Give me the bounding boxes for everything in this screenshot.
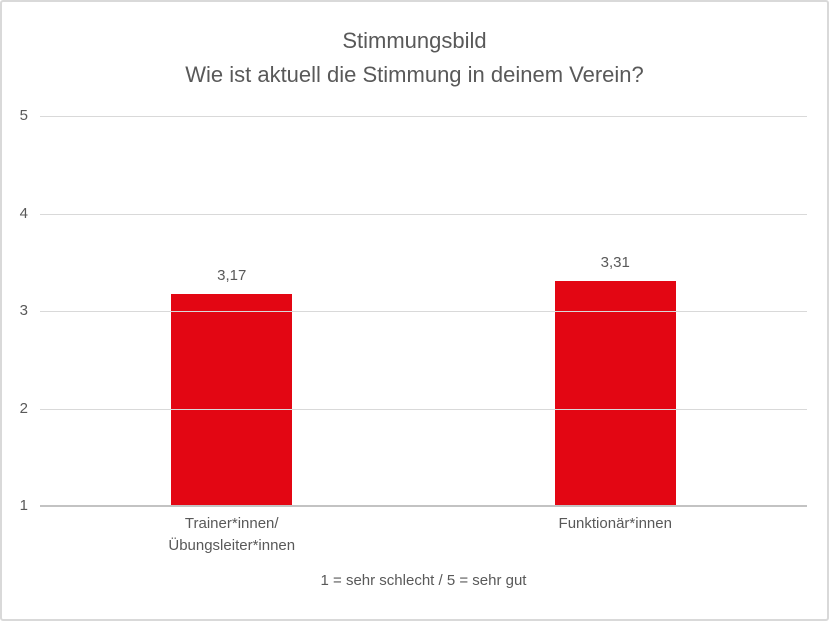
gridline-y-4 [40, 213, 807, 215]
category-label-trainer-uebungsleiter: Trainer*innen/ Übungsleiter*innen [168, 515, 296, 554]
y-tick-label-3: 3 [19, 302, 28, 319]
y-tick-label-4: 4 [19, 204, 28, 222]
gridline-y-1 [40, 505, 807, 507]
gridline-y-3 [40, 311, 807, 312]
scale-footnote: 1 = sehr schlecht / 5 = sehr gut [320, 572, 527, 589]
chart-title: Stimmungsbild Wie ist aktuell die Stimmu… [185, 28, 644, 87]
gridline-y-2 [40, 408, 807, 410]
y-tick-label-1: 1 [19, 497, 28, 514]
bar-value-label-trainer: 3,17 [217, 267, 247, 285]
x-axis-labels: Trainer*innen/ Übungsleiter*innen Funkti… [40, 513, 807, 557]
bar-funktionaer [554, 280, 676, 506]
bar-value-label-funktionaer: 3,31 [600, 253, 630, 271]
bar-trainer-uebungsleiter [171, 294, 293, 506]
category-label-funktionaer: Funktionär*innen [558, 515, 672, 532]
gridline-y-5 [40, 116, 807, 117]
plot-area: 3,17 3,31 1 2 3 4 5 [20, 108, 807, 514]
y-tick-label-5: 5 [19, 107, 28, 124]
y-tick-label-2: 2 [19, 399, 28, 417]
